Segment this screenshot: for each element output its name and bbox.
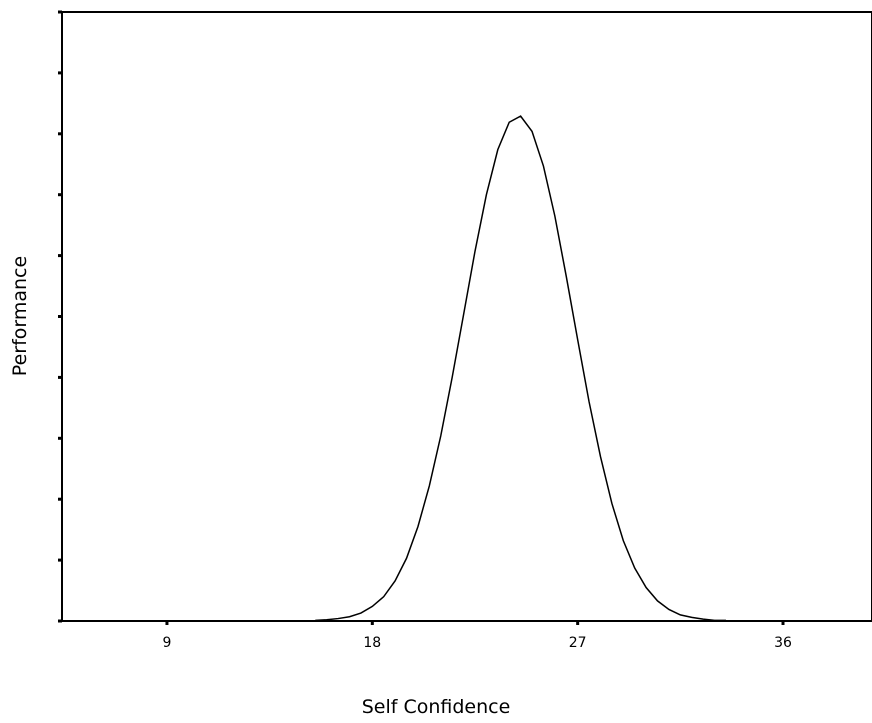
curve (315, 115, 726, 622)
x-tick-label: 27 (569, 635, 587, 651)
x-axis-label: Self Confidence (362, 696, 511, 718)
x-tick-label: 9 (162, 635, 171, 651)
y-axis-label: Performance (9, 256, 31, 376)
x-tick-label: 18 (363, 635, 381, 651)
x-tick-label: 36 (774, 635, 792, 651)
plot-frame (61, 11, 872, 622)
